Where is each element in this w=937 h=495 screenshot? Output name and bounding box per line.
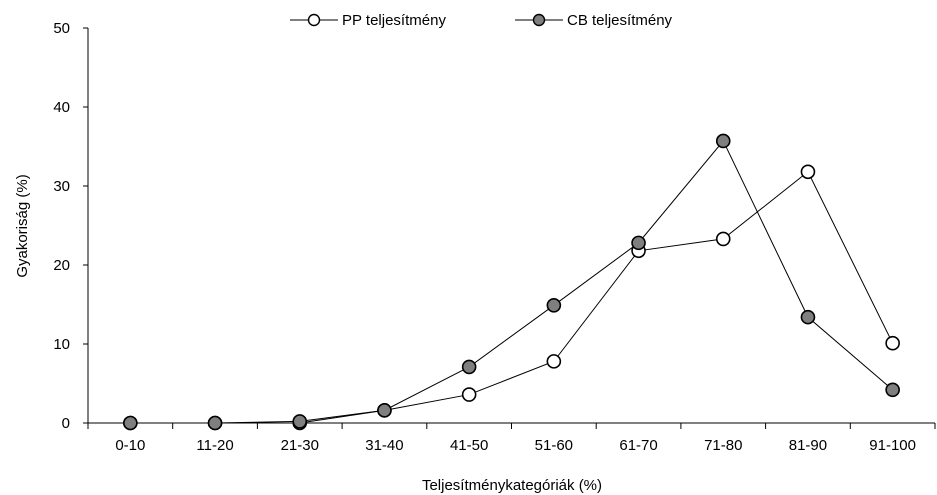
data-point [546,297,562,313]
data-point [207,415,223,431]
legend-item: CB teljesítmény [515,12,673,29]
y-tick-label: 0 [62,415,70,432]
y-axis: 0 10 20 30 40 50 [53,20,89,432]
legend-label: PP teljesítmény [342,12,446,29]
data-point [461,387,477,402]
data-point [377,403,392,418]
data-point [631,235,646,251]
data-point [292,414,308,429]
x-axis-title: Teljesítménykategóriák (%) [422,477,602,494]
legend-label: CB teljesítmény [567,12,673,29]
series-points-cb [123,133,900,431]
data-point [461,359,477,375]
series-layer [123,133,900,431]
data-point [546,354,562,369]
series-line [130,171,894,424]
legend-item: PP teljesítmény [290,12,446,29]
y-tick-label: 20 [53,257,70,274]
x-tick-label: 0-10 [115,437,145,454]
legend-marker [532,13,546,27]
x-tick-label: 21-30 [281,437,319,454]
data-point [715,133,731,149]
y-tick-label: 10 [53,336,70,353]
x-tick-label: 71-80 [704,437,742,454]
x-tick-label: 11-20 [196,437,233,454]
x-tick-label: 91-100 [869,437,916,454]
legend-marker [307,13,321,27]
x-tick-label: 51-60 [535,437,573,454]
legend: PP teljesítmény CB teljesítmény [290,12,673,29]
y-tick-label: 40 [53,99,70,116]
y-axis-title: Gyakoriság (%) [14,174,31,277]
y-tick-label: 50 [53,20,70,37]
data-point [800,164,816,180]
series-pp [130,171,894,424]
series-line [130,140,893,424]
series-points-pp [123,164,900,431]
data-point [885,335,900,351]
x-tick-label: 61-70 [619,437,657,454]
data-point [885,382,900,398]
x-tick-label: 81-90 [789,437,827,454]
data-point [123,415,138,431]
x-tick-label: 31-40 [365,437,403,454]
data-point [800,309,816,325]
y-ticks: 0 10 20 30 40 50 [53,20,88,432]
x-axis: 0-10 11-20 21-30 31-40 41-50 51-60 61-70 71-80 8… [87,422,936,454]
x-tick-label: 41-50 [450,437,488,454]
x-ticks: 0-10 11-20 21-30 31-40 41-50 51-60 61-70 71-80 8… [87,423,936,454]
y-tick-label: 30 [53,178,70,195]
series-cb [130,140,893,424]
data-point [715,231,731,247]
